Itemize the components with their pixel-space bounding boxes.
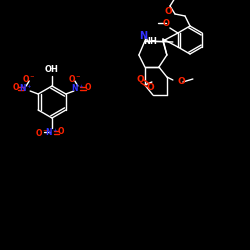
Text: O: O xyxy=(13,84,20,92)
Text: O$^-$: O$^-$ xyxy=(68,74,82,85)
Text: O: O xyxy=(162,18,170,28)
Text: NH: NH xyxy=(143,36,157,46)
Text: N$^+$: N$^+$ xyxy=(45,126,59,138)
Text: N: N xyxy=(139,31,147,41)
Text: N$^+$: N$^+$ xyxy=(71,82,85,94)
Text: O$^-$: O$^-$ xyxy=(35,126,49,138)
Text: N$^+$: N$^+$ xyxy=(20,82,33,94)
Text: O: O xyxy=(84,84,91,92)
Text: O: O xyxy=(136,74,144,84)
Text: O: O xyxy=(146,82,154,92)
Text: O: O xyxy=(58,128,64,136)
Text: O: O xyxy=(177,78,185,86)
Text: O: O xyxy=(164,8,172,16)
Text: O$^-$: O$^-$ xyxy=(22,74,36,85)
Text: OH: OH xyxy=(45,66,59,74)
